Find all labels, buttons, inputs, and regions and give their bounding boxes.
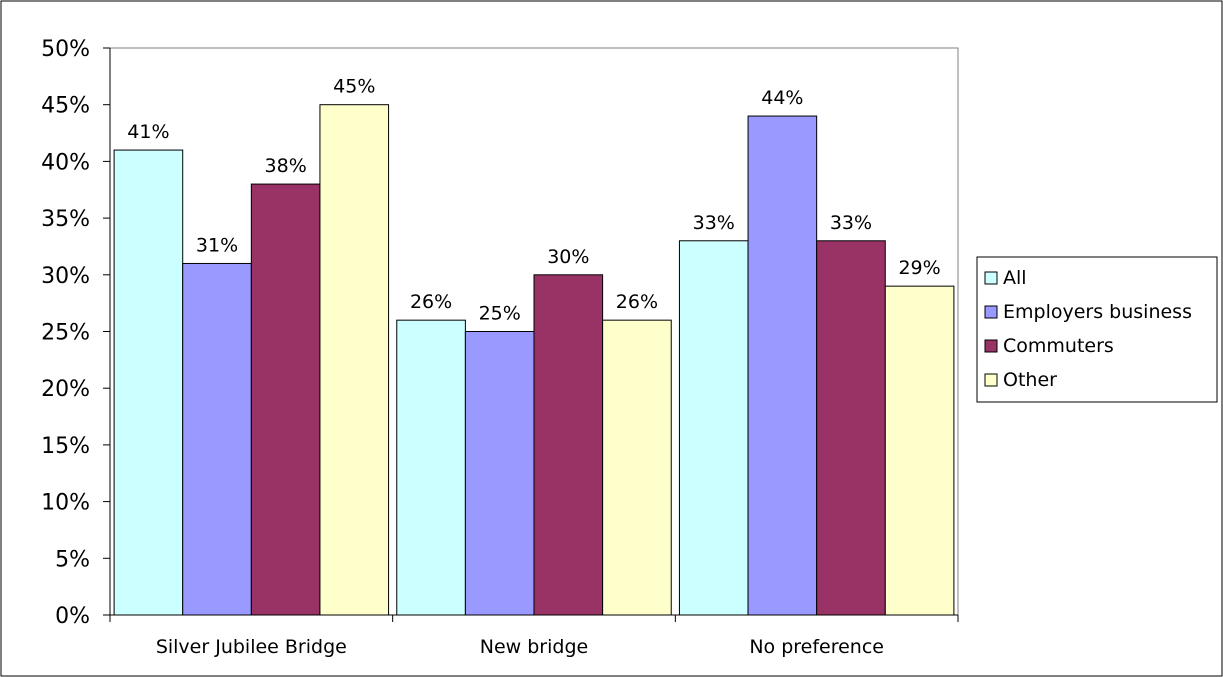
legend-swatch [984,339,998,353]
data-labels-group: 41% 31% 38% 45% 26% 25% 30% 26% 33% 44% 33% 29% [127,76,940,325]
bar [816,240,886,616]
bar [113,149,184,616]
legend-label: Employers business [1003,301,1192,323]
y-tick-label: 35% [41,207,90,232]
legend-label: All [1003,267,1027,289]
bar [533,274,604,616]
legend-swatch [984,373,998,387]
y-tick-label: 50% [41,37,90,62]
legend-box [976,256,1218,403]
data-label: 44% [761,87,803,109]
y-tick-label: 10% [41,491,90,516]
data-label: 25% [479,303,521,325]
data-label: 38% [265,155,307,177]
legend-swatch [984,271,998,285]
bar [396,319,466,616]
x-category-label: No preference [749,636,884,658]
y-tick-label: 20% [41,377,90,402]
y-tick-label: 0% [55,604,90,629]
bar [678,240,749,616]
y-tick-label: 40% [41,150,90,175]
data-label: 33% [830,212,872,234]
x-category-label: Silver Jubilee Bridge [156,636,347,658]
data-label: 45% [333,76,375,98]
data-label: 33% [693,212,735,234]
legend-label: Commuters [1003,335,1114,357]
legend-label: Other [1003,369,1057,391]
bar [747,115,818,616]
legend-swatch [984,305,998,319]
bar [602,319,672,616]
y-tick-label: 15% [41,434,90,459]
data-label: 41% [127,121,169,143]
bar [319,104,390,616]
y-tick-label: 25% [41,321,90,346]
y-tick-label: 30% [41,264,90,289]
x-category-label: New bridge [480,636,588,658]
data-label: 31% [196,234,238,256]
bars-group [113,104,955,616]
axes-group: 0% 5% 10% 15% 20% 25% 30% 35% 40% 45% 50% Silver Ju… [41,37,959,658]
bar [182,262,252,616]
y-tick-label: 45% [41,94,90,119]
bar [884,285,955,616]
data-label: 30% [547,246,589,268]
data-label: 29% [898,257,940,279]
legend: All Employers business Commuters Other [976,256,1218,403]
y-tick-label: 5% [55,547,90,572]
data-label: 26% [616,291,658,313]
data-label: 26% [410,291,452,313]
bar [464,331,535,616]
bar [250,183,321,616]
